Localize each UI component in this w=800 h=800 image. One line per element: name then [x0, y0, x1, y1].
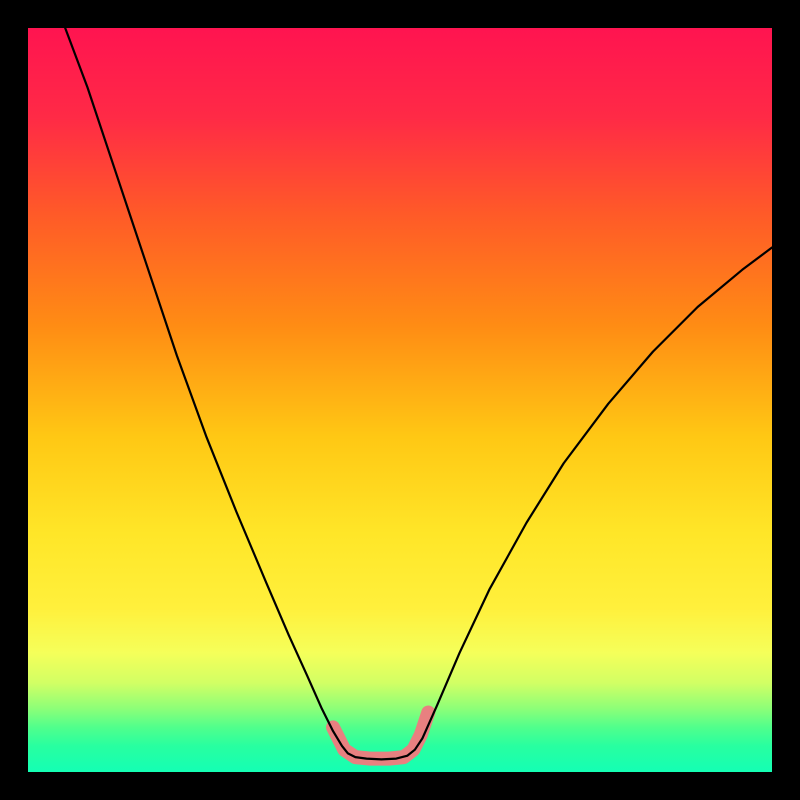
outer-frame: TheBottleneck.com	[0, 0, 800, 800]
gradient-background	[28, 28, 772, 772]
chart-canvas	[0, 0, 800, 800]
